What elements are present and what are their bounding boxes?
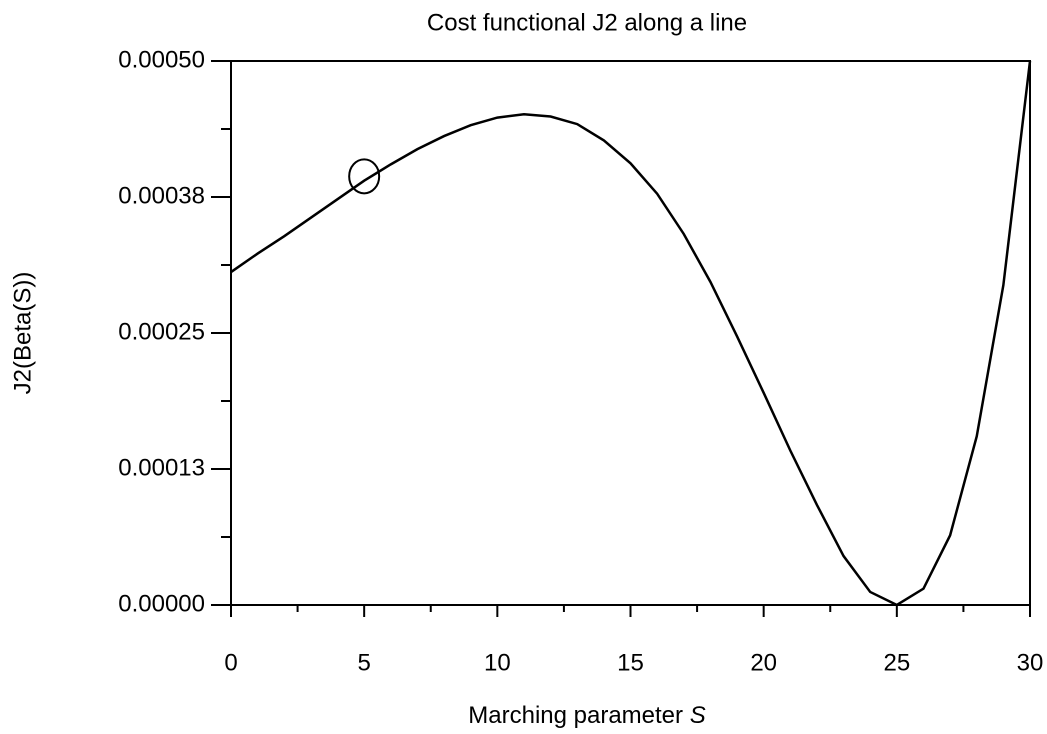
x-tick-label: 10 [484, 649, 511, 676]
chart-title: Cost functional J2 along a line [427, 9, 747, 36]
line-series [230, 60, 1032, 607]
y-axis-label: J2(Beta(S)) [9, 272, 36, 395]
plot-frame [230, 60, 1031, 606]
x-tick-label: 20 [750, 649, 777, 676]
x-tick-label: 25 [883, 649, 910, 676]
x-tick-label: 15 [617, 649, 644, 676]
y-tick-label: 0.00050 [118, 46, 205, 73]
y-tick-label: 0.00038 [118, 182, 205, 209]
y-tick-label: 0.00013 [118, 454, 205, 481]
y-tick-label: 0.00000 [118, 590, 205, 617]
x-axis-label-text: Marching parameter [468, 702, 683, 729]
y-tick-label: 0.00025 [118, 318, 205, 345]
x-axis-label: Marching parameter S [468, 702, 705, 729]
x-tick-label: 5 [357, 649, 370, 676]
x-axis-label-symbol: S [690, 702, 706, 729]
highlight-marker [348, 158, 381, 195]
x-tick-label: 0 [224, 649, 237, 676]
x-tick-label: 30 [1017, 649, 1044, 676]
